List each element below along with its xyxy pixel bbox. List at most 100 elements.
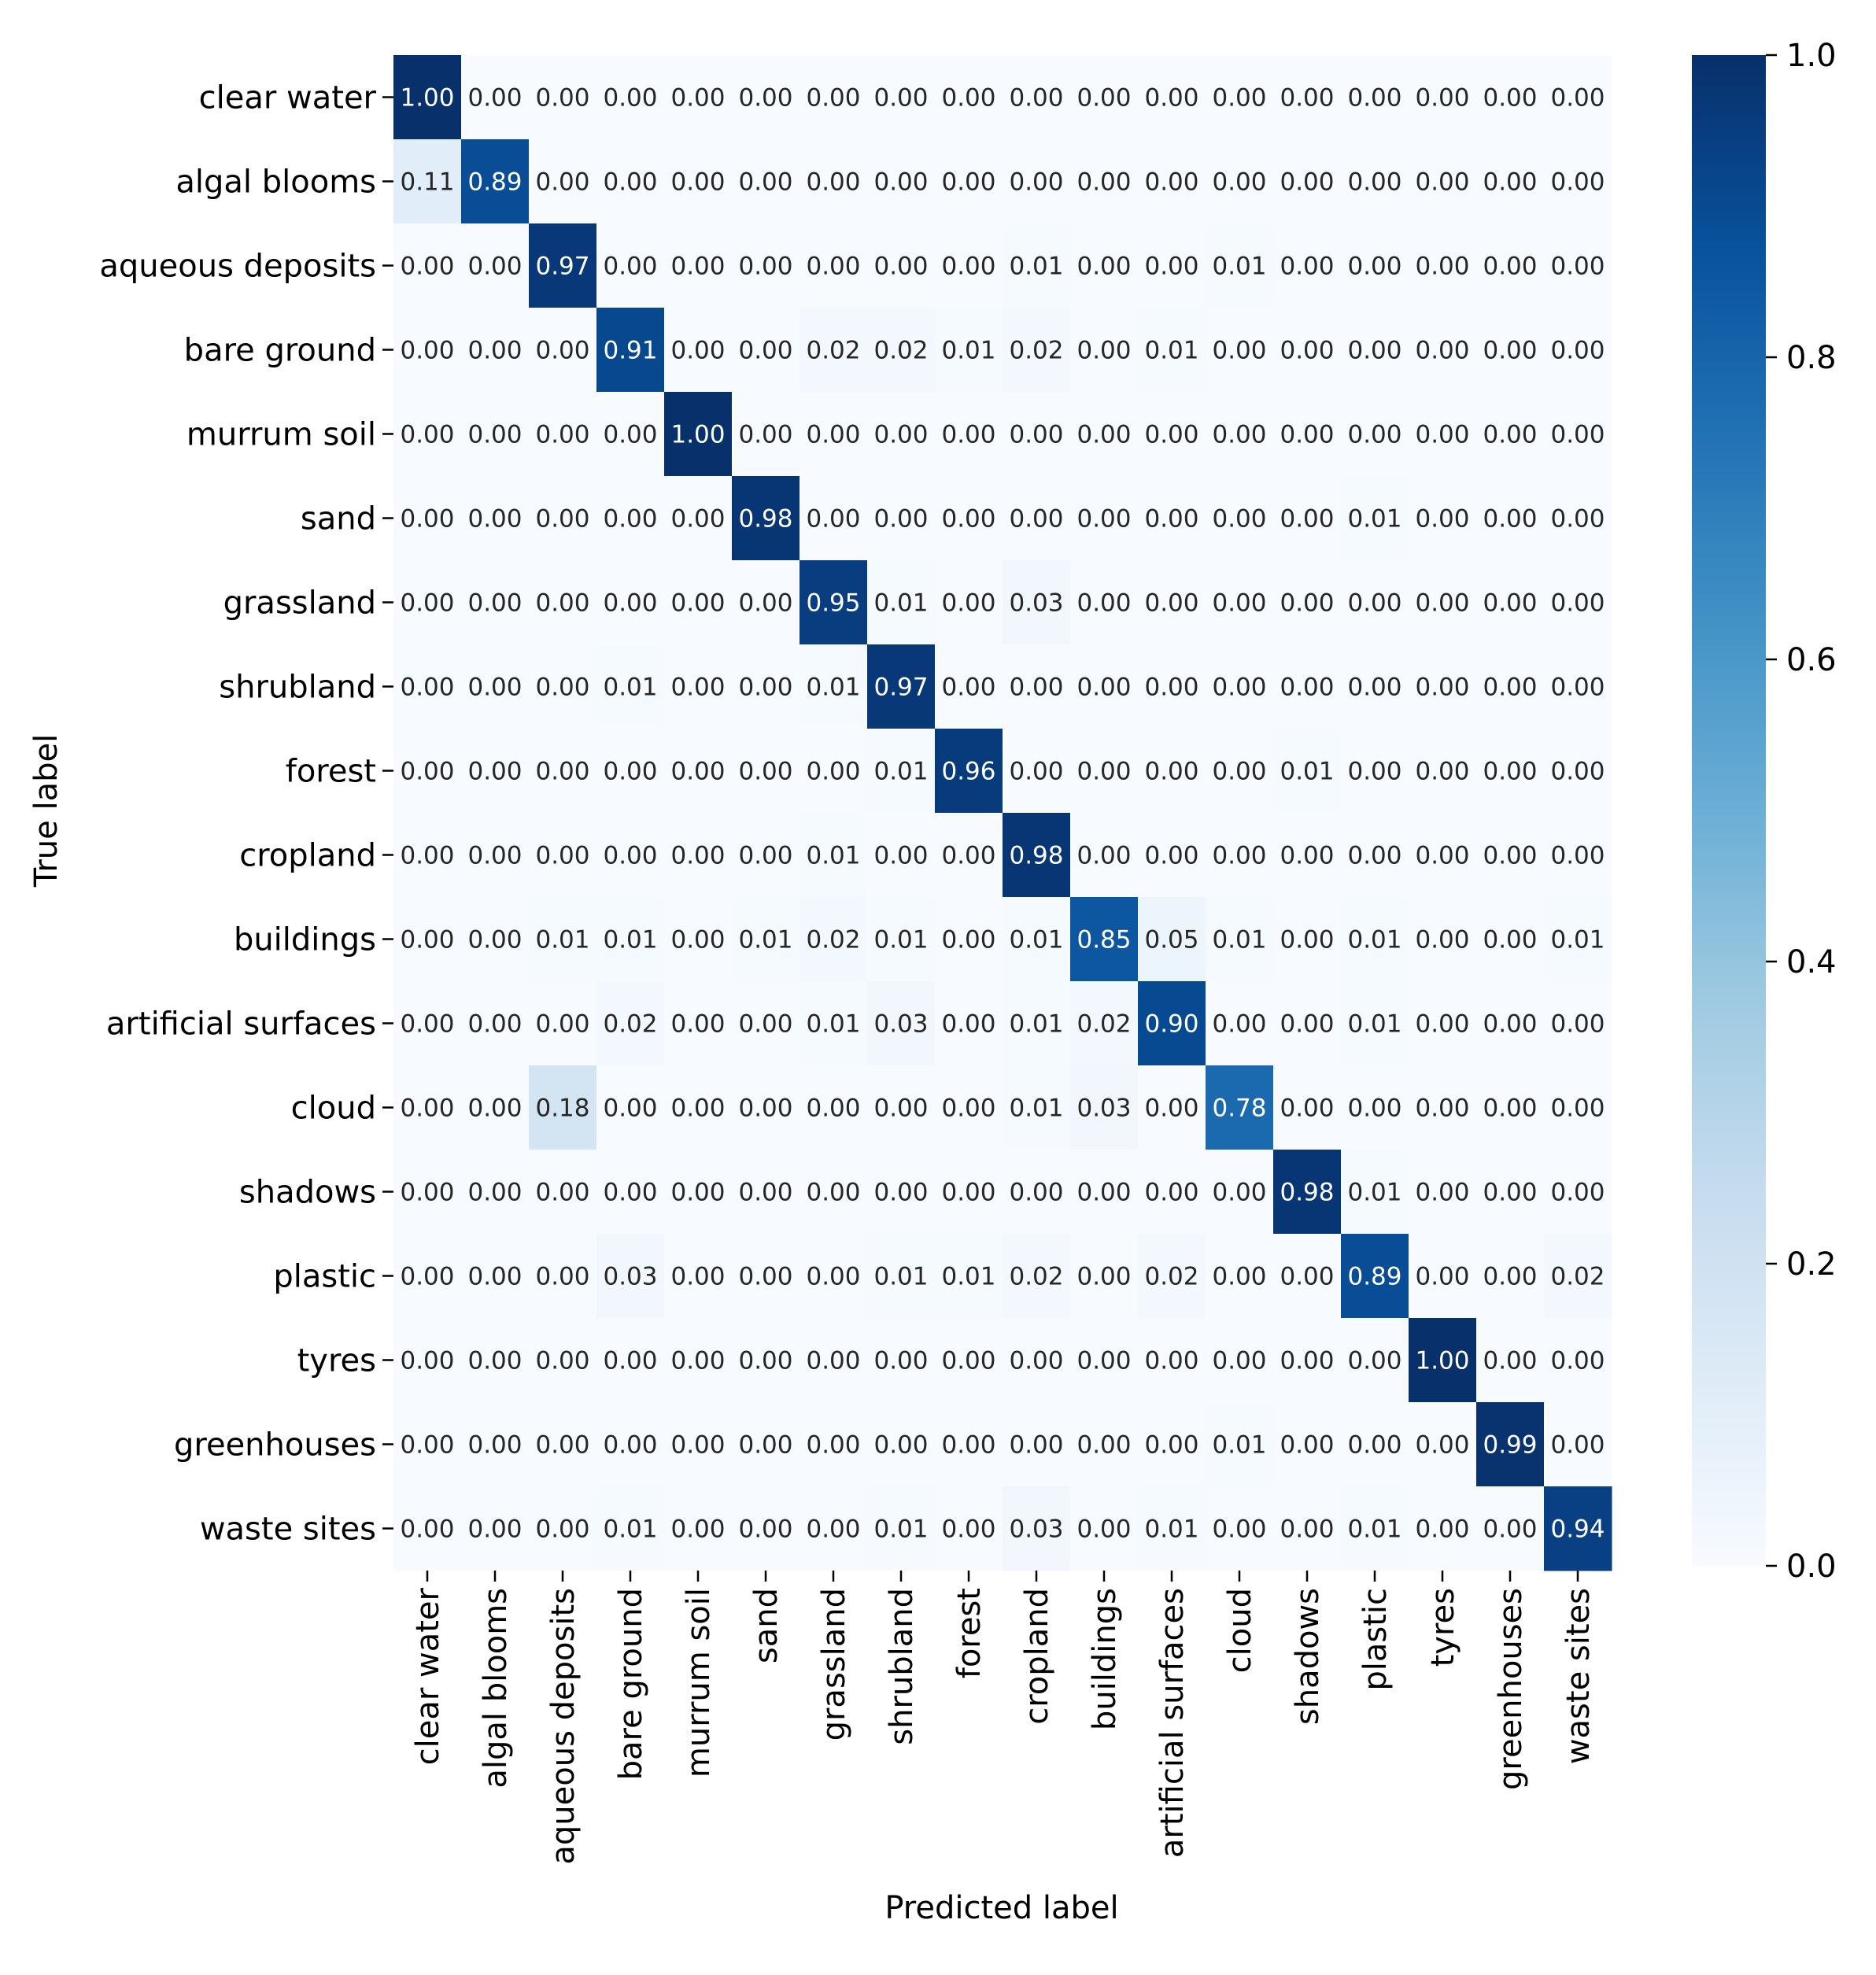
cell-value-label: 0.00 [1415, 1263, 1469, 1291]
heatmap-cell [1003, 1402, 1071, 1487]
heatmap-cell [1138, 1486, 1206, 1571]
heatmap-cell [1138, 981, 1206, 1066]
heatmap-cell [1409, 139, 1477, 224]
heatmap-cell [1544, 560, 1612, 645]
cell-value-label: 0.96 [941, 758, 995, 786]
cell-value-label: 0.00 [1076, 505, 1131, 533]
cell-value-label: 0.00 [941, 168, 995, 197]
cell-value-label: 0.01 [806, 842, 860, 870]
heatmap-cell [1476, 1318, 1545, 1403]
cell-value-label: 0.01 [873, 758, 928, 786]
heatmap-cell [1409, 392, 1477, 477]
heatmap-cell [664, 308, 733, 393]
cell-value-label: 0.00 [806, 758, 860, 786]
cell-value-label: 0.00 [467, 84, 522, 113]
cell-value-label: 0.98 [738, 505, 792, 533]
y-tick-label: shrubland [219, 670, 376, 706]
heatmap-cell [800, 729, 868, 814]
heatmap-cell [1273, 476, 1342, 561]
cell-value-label: 0.00 [467, 1095, 522, 1123]
heatmap-cell [800, 981, 868, 1066]
cell-value-label: 0.00 [873, 84, 928, 113]
heatmap-cell [1070, 1150, 1139, 1235]
cell-value-label: 0.00 [603, 842, 657, 870]
heatmap-cell [596, 1150, 665, 1235]
cell-value-label: 0.00 [1415, 1515, 1469, 1544]
y-tick-label: plastic [273, 1259, 376, 1295]
heatmap-cell [1476, 1065, 1545, 1150]
heatmap-cell [1138, 560, 1206, 645]
cell-value-label: 0.89 [467, 168, 522, 197]
cell-value-label: 0.00 [400, 1431, 454, 1460]
y-tick-label: clear water [199, 80, 377, 116]
cell-value-label: 0.00 [1076, 1179, 1131, 1207]
heatmap-cell [800, 308, 868, 393]
cell-value-label: 0.00 [1415, 758, 1469, 786]
heatmap-cell [1003, 560, 1071, 645]
heatmap-cell [867, 560, 936, 645]
cell-value-label: 0.00 [941, 421, 995, 449]
heatmap-cell [1476, 476, 1545, 561]
heatmap-cell [1544, 1150, 1612, 1235]
heatmap-cell [1206, 1065, 1274, 1150]
cell-value-label: 0.00 [603, 505, 657, 533]
heatmap-cell [393, 1402, 462, 1487]
cell-value-label: 0.00 [873, 1179, 928, 1207]
cell-value-label: 0.00 [535, 589, 589, 618]
cell-value-label: 0.00 [873, 168, 928, 197]
heatmap-cell [1341, 813, 1409, 898]
heatmap-cell [867, 1486, 936, 1571]
cell-value-label: 0.00 [941, 84, 995, 113]
cell-value-label: 0.00 [738, 1010, 792, 1039]
cell-value-label: 0.00 [1076, 842, 1131, 870]
heatmap-cell [1138, 1402, 1206, 1487]
cell-value-label: 0.01 [1009, 253, 1063, 281]
cell-value-label: 0.00 [1483, 1010, 1537, 1039]
cell-value-label: 0.00 [400, 1515, 454, 1544]
heatmap-cell [1341, 1486, 1409, 1571]
heatmap-cell [1341, 139, 1409, 224]
cell-value-label: 0.00 [1280, 1263, 1334, 1291]
heatmap-cell [1003, 981, 1071, 1066]
heatmap-cell [461, 476, 530, 561]
cell-value-label: 0.00 [603, 84, 657, 113]
heatmap-cell [596, 476, 665, 561]
cell-value-label: 0.00 [1347, 337, 1401, 365]
cell-value-label: 0.97 [873, 674, 928, 702]
cell-value-label: 0.00 [1076, 1347, 1131, 1375]
heatmap-cell [1544, 139, 1612, 224]
heatmap-cell [1138, 1318, 1206, 1403]
cell-value-label: 0.00 [738, 758, 792, 786]
heatmap-cell [1070, 139, 1139, 224]
x-tick-label: cropland [1019, 1588, 1055, 1725]
heatmap-cell [1003, 729, 1071, 814]
y-tick-label: artificial surfaces [106, 1006, 376, 1043]
heatmap-cell [1544, 644, 1612, 729]
heatmap-cell [800, 560, 868, 645]
cell-value-label: 0.00 [738, 842, 792, 870]
heatmap-cell [935, 560, 1003, 645]
heatmap-cell [529, 308, 597, 393]
cell-value-label: 0.00 [1347, 1431, 1401, 1460]
heatmap-cell [1273, 897, 1342, 982]
cell-value-label: 0.00 [670, 505, 725, 533]
heatmap-cell [529, 813, 597, 898]
cell-value-label: 0.00 [1550, 253, 1605, 281]
cell-value-label: 0.00 [1483, 168, 1537, 197]
heatmap-cell [664, 644, 733, 729]
heatmap-cell [393, 1065, 462, 1150]
cell-value-label: 0.03 [603, 1263, 657, 1291]
heatmap-cell [1544, 813, 1612, 898]
heatmap-cell [867, 1234, 936, 1319]
heatmap-cell [1341, 55, 1409, 140]
cell-value-label: 0.01 [873, 1263, 928, 1291]
cell-value-label: 0.00 [603, 758, 657, 786]
heatmap-cell [800, 1065, 868, 1150]
cell-value-label: 0.00 [1144, 674, 1198, 702]
heatmap-cell [1206, 139, 1274, 224]
heatmap-cell [1003, 308, 1071, 393]
cell-value-label: 0.00 [1212, 505, 1266, 533]
cell-value-label: 0.00 [1144, 758, 1198, 786]
heatmap-cell [1544, 1234, 1612, 1319]
colorbar-tick-label: 0.8 [1786, 340, 1837, 376]
